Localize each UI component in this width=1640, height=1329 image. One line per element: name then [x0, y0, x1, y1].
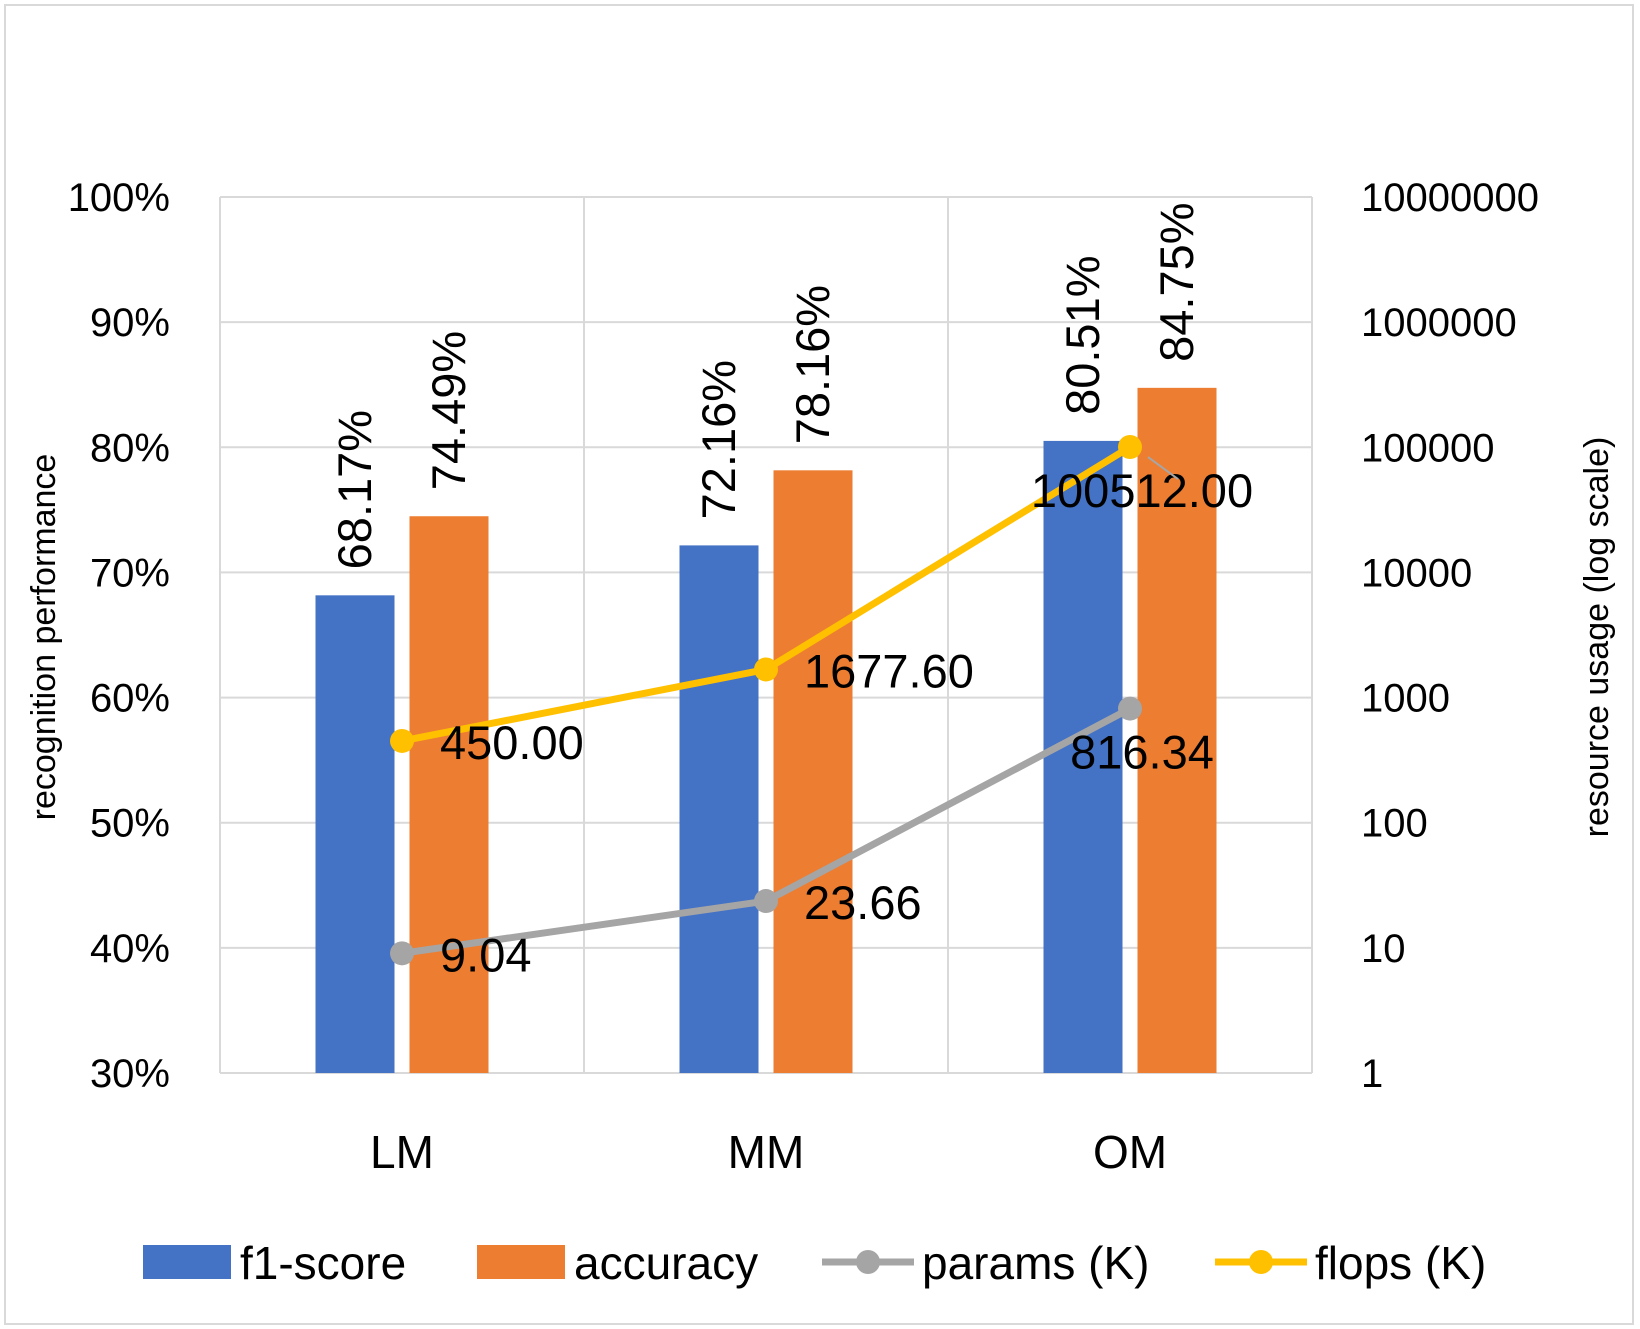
bar-accuracy — [773, 470, 853, 1073]
left-axis-title: recognition performance — [25, 454, 63, 821]
left-tick-label: 50% — [90, 802, 170, 846]
legend: f1-score accuracy params (K) flops (K) — [143, 1237, 1486, 1289]
bar-data-label: 68.17% — [328, 410, 381, 569]
right-tick-label: 10000 — [1361, 551, 1472, 595]
line-data-label: 450.00 — [440, 716, 584, 769]
bar-f1-score — [315, 595, 395, 1073]
legend-swatch-f1-score — [143, 1245, 231, 1279]
left-tick-label: 80% — [90, 426, 170, 470]
right-tick-label: 1000 — [1361, 677, 1450, 721]
category-label: LM — [370, 1126, 434, 1178]
left-tick-label: 70% — [90, 551, 170, 595]
bar-data-label: 72.16% — [692, 360, 745, 519]
axes: 30% 40% 50% 60% 70% 80% 90% 100% 1 10 100 1000 10000… — [68, 176, 1539, 1178]
line-data-label: 1677.60 — [804, 644, 974, 697]
bar-data-label: 84.75% — [1150, 202, 1203, 361]
legend-label: f1-score — [240, 1237, 406, 1289]
category-label: OM — [1093, 1126, 1167, 1178]
legend-label: params (K) — [922, 1237, 1149, 1289]
right-axis-title: resource usage (log scale) — [1578, 437, 1616, 838]
right-tick-label: 100 — [1361, 802, 1428, 846]
left-tick-label: 100% — [68, 176, 170, 220]
legend-label: accuracy — [574, 1237, 758, 1289]
bar-data-label: 74.49% — [422, 331, 475, 490]
right-tick-label: 1 — [1361, 1052, 1383, 1096]
category-label: MM — [728, 1126, 805, 1178]
right-tick-label: 1000000 — [1361, 301, 1517, 345]
bar-f1-score — [1043, 440, 1123, 1073]
line-data-label: 23.66 — [804, 876, 922, 929]
line-data-label: 9.04 — [440, 928, 531, 981]
bar-accuracy — [1137, 387, 1217, 1073]
right-tick-label: 100000 — [1361, 426, 1494, 470]
legend-marker-flops (K) — [1249, 1250, 1273, 1274]
data-labels: 68.17% 72.16% 80.51% 74.49% 78.16% 84.75% 9.04… — [328, 202, 1253, 981]
marker-flops (K) — [754, 657, 778, 682]
bar-accuracy — [409, 516, 489, 1073]
label-leader-line — [1147, 456, 1179, 480]
right-tick-label: 10 — [1361, 927, 1406, 971]
bar-data-label: 80.51% — [1056, 255, 1109, 414]
left-tick-label: 30% — [90, 1052, 170, 1096]
marker-flops (K) — [1118, 435, 1142, 460]
marker-params (K) — [390, 941, 414, 966]
right-tick-label: 10000000 — [1361, 176, 1539, 220]
bar-f1-score — [679, 545, 759, 1073]
legend-marker-params (K) — [856, 1250, 880, 1274]
left-tick-label: 90% — [90, 301, 170, 345]
bars — [315, 387, 1217, 1073]
marker-params (K) — [754, 889, 778, 914]
marker-flops (K) — [390, 728, 414, 753]
lines — [390, 435, 1142, 966]
left-tick-label: 60% — [90, 677, 170, 721]
marker-params (K) — [1118, 696, 1142, 721]
legend-swatch-accuracy — [477, 1245, 565, 1279]
line-data-label: 816.34 — [1070, 726, 1214, 779]
bar-data-label: 78.16% — [786, 285, 839, 444]
legend-label: flops (K) — [1315, 1237, 1486, 1289]
left-tick-label: 40% — [90, 927, 170, 971]
line-data-label: 100512.00 — [1031, 464, 1253, 517]
